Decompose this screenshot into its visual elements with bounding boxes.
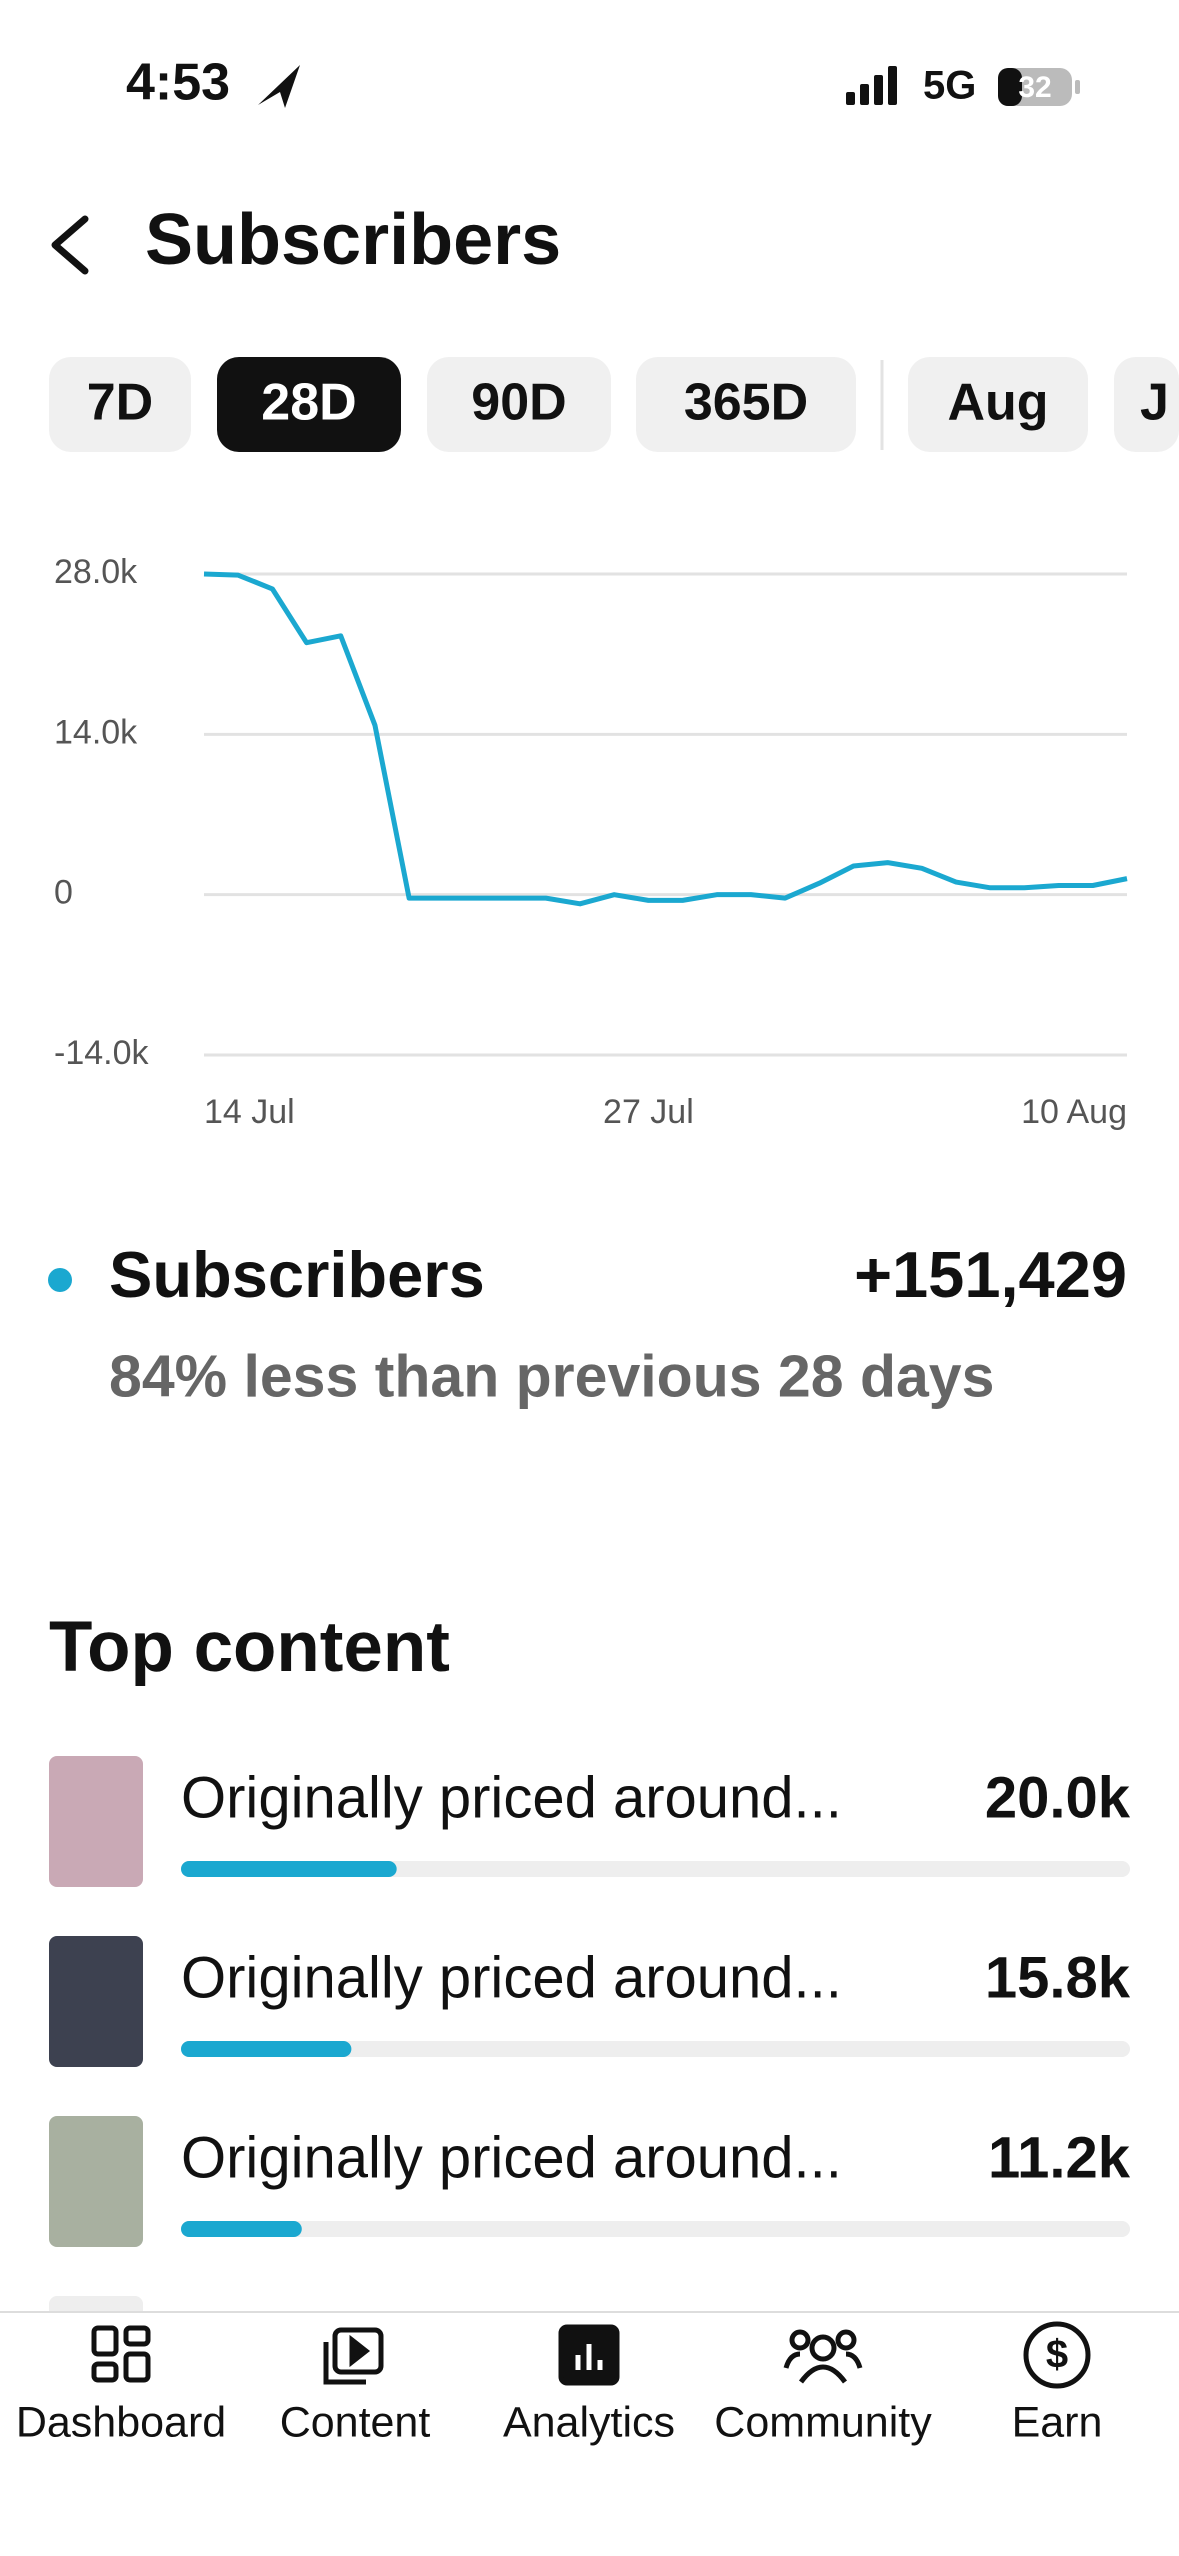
bar-track (181, 2041, 1130, 2057)
y-tick-label: -14.0k (54, 1034, 149, 1072)
tab[interactable] (636, 357, 856, 452)
item-value: 15.8k (985, 1945, 1131, 2010)
tab[interactable] (427, 357, 611, 452)
nav-label[interactable]: Analytics (503, 2398, 675, 2446)
summary-comparison: 84% less than previous 28 days (109, 1344, 994, 1410)
network-label: 5G (923, 64, 976, 108)
tab[interactable] (908, 357, 1088, 452)
top-content-list: Originally priced around... 20.0k Original… (49, 1756, 1131, 2247)
nav-label[interactable]: Dashboard (16, 2398, 226, 2446)
section-title: Top content (49, 1608, 450, 1687)
header-title: Subscribers (145, 200, 561, 280)
item-title[interactable]: Originally priced around... (181, 1765, 842, 1830)
tab[interactable] (1114, 357, 1179, 452)
y-tick-label: 14.0k (54, 713, 138, 751)
x-tick-label: 10 Aug (1021, 1093, 1127, 1131)
content-icon (323, 2327, 384, 2385)
tab[interactable] (49, 357, 191, 452)
battery-label: 32 (1018, 71, 1051, 104)
chart: -14.0k 0 14.0k 28.0k 14 Jul 27 Jul 10 Aug (54, 553, 1128, 1131)
tab-label: 90D (471, 374, 566, 432)
summary-label: Subscribers (109, 1238, 485, 1311)
nav-label[interactable]: Content (280, 2398, 431, 2446)
location-icon (258, 65, 300, 108)
bar-track (181, 1861, 1130, 1877)
svg-text:$: $ (1046, 2333, 1068, 2377)
bar (181, 2041, 352, 2057)
thumbnail[interactable] (49, 2116, 143, 2247)
tab-label: 7D (87, 374, 153, 432)
summary: Subscribers +151,429 84% less than previ… (48, 1238, 1127, 1410)
status-time: 4:53 (126, 54, 230, 112)
earn-icon: $ (1023, 2321, 1091, 2389)
y-tick-label: 28.0k (54, 553, 138, 591)
battery-tip (1075, 80, 1080, 94)
tab-label: 365D (684, 374, 808, 432)
bar-track (181, 2221, 1130, 2237)
back-button[interactable] (51, 215, 89, 275)
nav-labels: Dashboard Content Analytics Community Earn (16, 2398, 1103, 2446)
y-tick-label: 0 (54, 874, 73, 912)
tab-label: Aug (947, 374, 1048, 432)
item-title[interactable]: Originally priced around... (181, 2125, 842, 2190)
bar (181, 1861, 397, 1877)
battery-level (998, 68, 1022, 106)
legend-dot (48, 1268, 72, 1292)
bar (181, 2221, 302, 2237)
dashboard-icon (91, 2325, 151, 2383)
item-title[interactable]: Originally priced around... (181, 1945, 842, 2010)
nav-label[interactable]: Community (714, 2398, 932, 2446)
nav-icons: $ (91, 2321, 1091, 2389)
tab-label: 28D (261, 374, 356, 432)
tab-label: J (1140, 374, 1169, 432)
tab-bar: 7D 28D 90D 365D Aug J (49, 357, 1179, 452)
signal-icon (846, 66, 897, 105)
item-value: 11.2k (988, 2125, 1131, 2190)
nav-label[interactable]: Earn (1012, 2398, 1103, 2446)
thumbnail[interactable] (49, 1756, 143, 1887)
community-icon (783, 2329, 863, 2384)
thumbnail[interactable] (49, 1936, 143, 2067)
summary-total: +151,429 (854, 1238, 1127, 1311)
analytics-icon (558, 2324, 620, 2386)
x-tick-label: 27 Jul (603, 1093, 694, 1131)
x-tick-label: 14 Jul (204, 1093, 295, 1131)
line (203, 571, 1128, 907)
item-value: 20.0k (985, 1765, 1131, 1830)
tab[interactable] (217, 357, 401, 452)
